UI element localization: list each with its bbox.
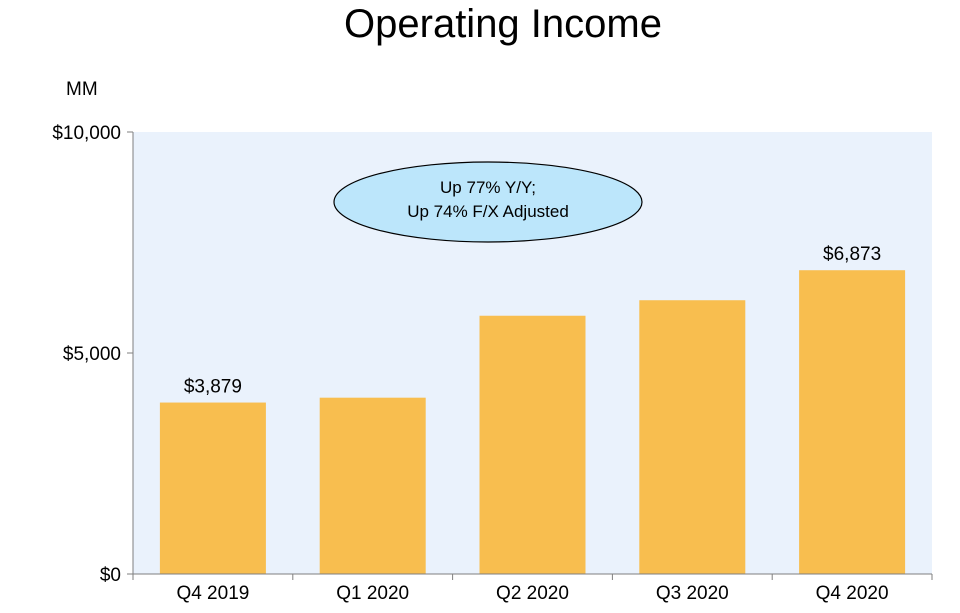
annotation-line-2: Up 74% F/X Adjusted [407, 202, 569, 221]
annotation-callout: Up 77% Y/Y; Up 74% F/X Adjusted [333, 161, 643, 243]
y-tick-label: $10,000 [52, 123, 121, 144]
bar-q1-2020 [319, 397, 426, 574]
x-tick-label: Q2 2020 [496, 583, 569, 604]
unit-label: MM [66, 79, 98, 100]
x-tick-label: Q4 2019 [176, 583, 249, 604]
y-tick-label: $0 [100, 565, 121, 586]
x-tick-label: Q3 2020 [656, 583, 729, 604]
x-tick-label: Q1 2020 [336, 583, 409, 604]
x-tick-label: Q4 2020 [816, 583, 889, 604]
data-label: $3,879 [184, 377, 242, 398]
annotation-line-1: Up 77% Y/Y; [440, 178, 536, 197]
data-label: $6,873 [823, 244, 881, 265]
y-tick-label: $5,000 [63, 344, 121, 365]
chart-title: Operating Income [344, 2, 662, 46]
bar-q4-2019 [159, 402, 266, 574]
bar-q4-2020 [799, 270, 906, 574]
bar-q3-2020 [639, 300, 746, 574]
callout-ellipse [333, 161, 643, 243]
bar-q2-2020 [479, 315, 586, 574]
